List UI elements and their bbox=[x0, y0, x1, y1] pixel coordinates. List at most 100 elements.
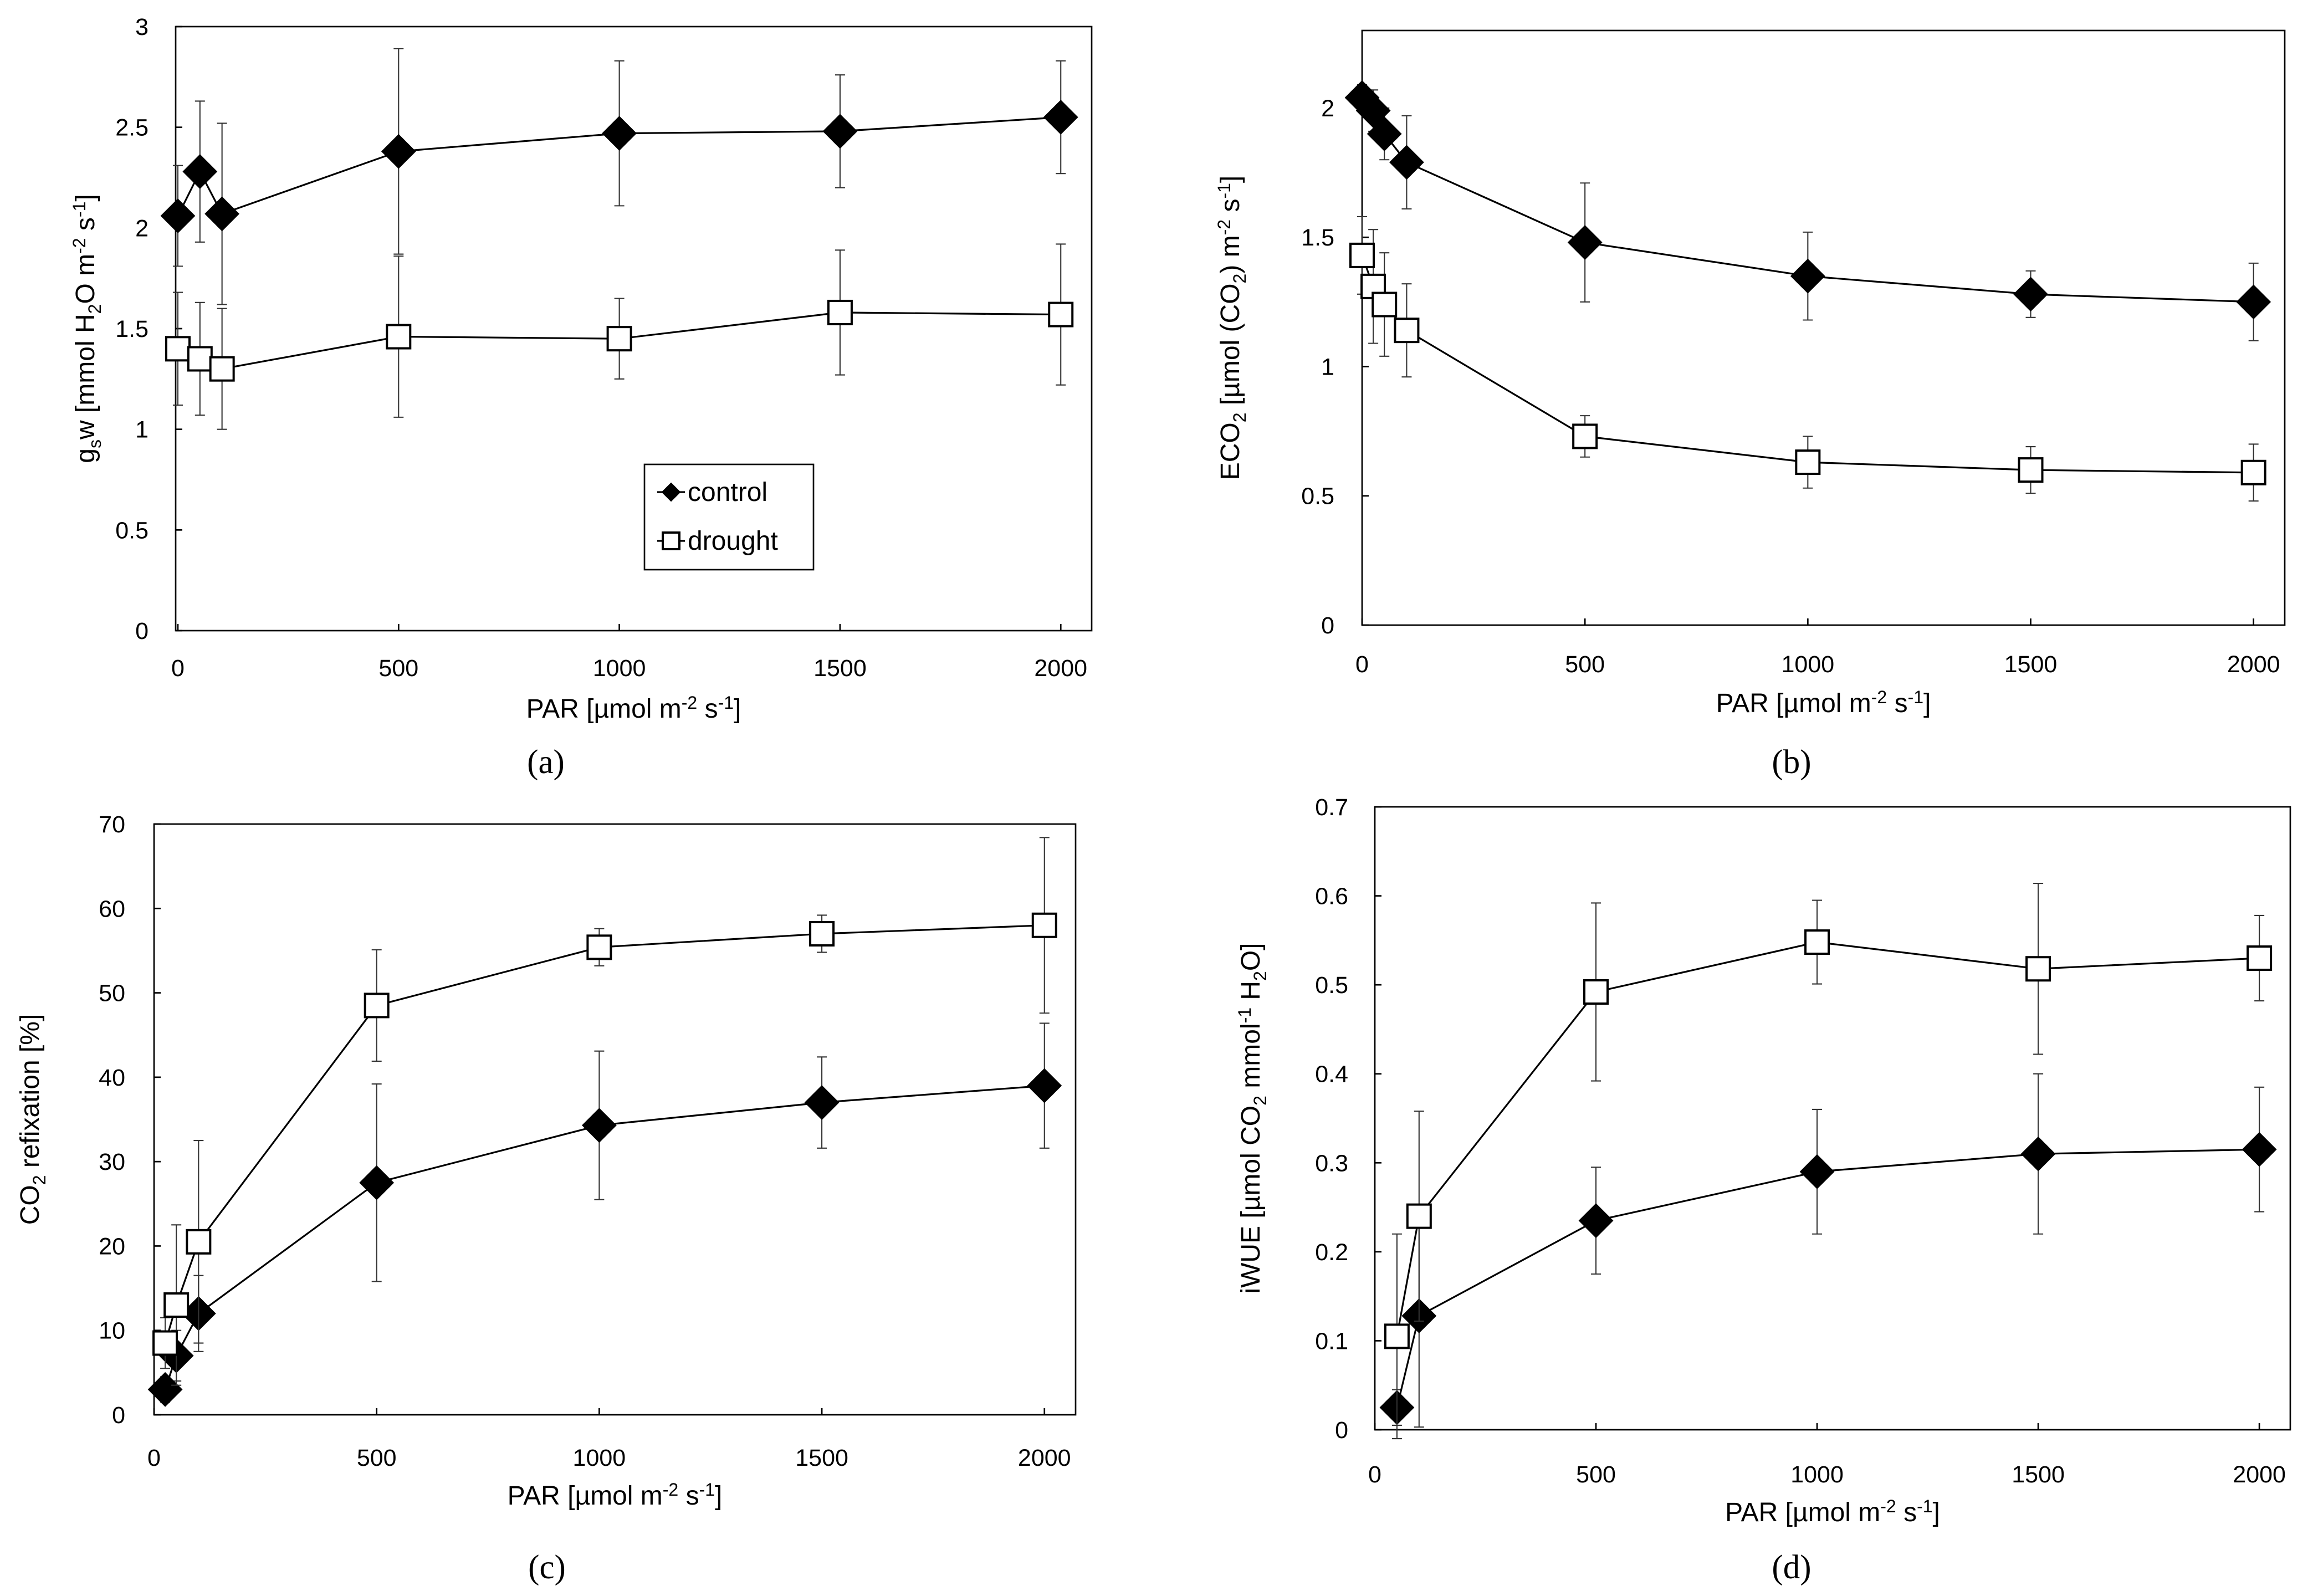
y-tick-label-a: 2.5 bbox=[115, 115, 149, 141]
series-control-d bbox=[1379, 1073, 2277, 1428]
data-point-control bbox=[2020, 1136, 2056, 1172]
series-drought-c bbox=[152, 837, 1057, 1386]
chart-panel-d: 0 0.1 0.2 0.3 0.4 0.5 0.6 0.7 0 500 1000 1500 2000 PA… bbox=[1235, 794, 2291, 1586]
data-point-drought bbox=[1394, 318, 1420, 344]
y-tick-label-d: 0.4 bbox=[1315, 1061, 1348, 1088]
data-point-control bbox=[160, 198, 196, 233]
y-tick-label-d: 0.3 bbox=[1315, 1150, 1348, 1176]
data-point-drought bbox=[586, 934, 612, 960]
data-point-drought bbox=[186, 1229, 212, 1255]
legend-marker-control bbox=[661, 482, 681, 502]
panel-label-c: (c) bbox=[528, 1549, 566, 1586]
y-tick-label-a: 2 bbox=[135, 215, 149, 242]
x-tick-label-d: 1000 bbox=[1790, 1461, 1844, 1488]
x-tick-label-a: 2000 bbox=[1034, 655, 1087, 682]
data-point-drought bbox=[1372, 291, 1398, 318]
x-tick-label-c: 500 bbox=[357, 1445, 397, 1471]
y-tick-label-c: 40 bbox=[99, 1065, 125, 1091]
series-control-c bbox=[147, 1022, 1062, 1407]
y-tick-label-d: 0.6 bbox=[1315, 883, 1348, 910]
panel-label-b: (b) bbox=[1772, 744, 1811, 781]
data-point-drought bbox=[606, 326, 632, 352]
data-point-control bbox=[1367, 116, 1402, 152]
y-axis-title-b: ECO2 [µmol (CO2) m-2 s-1] bbox=[1214, 176, 1250, 480]
y-axis-title-d: iWUE [µmol CO2 mmol-1 H2O] bbox=[1235, 943, 1270, 1293]
y-tick-label-c: 10 bbox=[99, 1318, 125, 1344]
x-axis-title-b: PAR [µmol m-2 s-1] bbox=[1716, 687, 1931, 718]
data-point-control bbox=[1790, 258, 1825, 294]
series-line-control bbox=[1396, 1148, 2260, 1408]
x-tick-label-b: 500 bbox=[1565, 651, 1605, 678]
x-tick-label-b: 1500 bbox=[2004, 651, 2058, 678]
y-tick-label-a: 0 bbox=[135, 618, 149, 644]
series-control-b bbox=[1344, 80, 2271, 341]
x-tick-label-c: 1500 bbox=[795, 1445, 848, 1471]
data-point-drought bbox=[1031, 912, 1057, 938]
x-tick-label-c: 0 bbox=[147, 1445, 161, 1471]
x-tick-label-c: 2000 bbox=[1018, 1445, 1071, 1471]
data-point-control bbox=[204, 196, 240, 232]
legend-label-control: control bbox=[688, 478, 767, 507]
x-tick-label-d: 2000 bbox=[2233, 1461, 2286, 1488]
data-point-control bbox=[359, 1165, 395, 1200]
data-point-drought bbox=[2247, 945, 2273, 971]
y-tick-label-d: 0.1 bbox=[1315, 1328, 1348, 1354]
series-drought-a bbox=[165, 243, 1074, 430]
data-point-control bbox=[381, 134, 416, 169]
chart-panel-a: 0 0.5 1 1.5 2 2.5 3 0 500 1000 1500 2000 PAR [µmol m… bbox=[69, 14, 1093, 781]
data-point-drought bbox=[187, 346, 213, 372]
data-point-drought bbox=[1583, 979, 1609, 1005]
legend: control drought bbox=[643, 463, 815, 571]
x-tick-label-a: 500 bbox=[378, 655, 418, 682]
data-point-drought bbox=[165, 336, 191, 362]
data-point-drought bbox=[809, 920, 835, 947]
x-tick-label-a: 1000 bbox=[593, 655, 646, 682]
legend-box bbox=[643, 463, 815, 571]
panel-label-d: (d) bbox=[1772, 1549, 1811, 1586]
data-point-control bbox=[1043, 100, 1078, 135]
data-point-control bbox=[581, 1108, 617, 1143]
data-point-control bbox=[182, 154, 218, 190]
data-point-drought bbox=[1795, 449, 1821, 475]
x-tick-label-a: 1500 bbox=[813, 655, 867, 682]
y-tick-label-d: 0.5 bbox=[1315, 972, 1348, 999]
series-control-a bbox=[160, 48, 1078, 305]
data-point-drought bbox=[1406, 1203, 1432, 1229]
data-point-drought bbox=[386, 324, 412, 350]
data-point-control bbox=[1389, 145, 1424, 180]
panel-label-a: (a) bbox=[527, 744, 565, 781]
series-drought-b bbox=[1349, 216, 2266, 502]
data-point-control bbox=[2013, 277, 2048, 312]
series-line-drought bbox=[1396, 941, 2260, 1337]
data-point-drought bbox=[1572, 423, 1598, 449]
data-point-drought bbox=[827, 299, 853, 325]
x-tick-label-b: 1000 bbox=[1782, 651, 1835, 678]
data-point-drought bbox=[2240, 459, 2266, 485]
y-tick-label-c: 70 bbox=[99, 811, 125, 838]
plot-area-b bbox=[1361, 29, 2286, 626]
y-tick-label-c: 30 bbox=[99, 1149, 125, 1175]
plot-area-d bbox=[1374, 806, 2291, 1431]
x-axis-title-c: PAR [µmol m-2 s-1] bbox=[508, 1480, 723, 1511]
y-tick-label-a: 3 bbox=[135, 14, 149, 40]
data-point-control bbox=[602, 116, 637, 151]
data-point-control bbox=[1578, 1203, 1614, 1239]
data-point-control bbox=[2236, 284, 2271, 320]
y-tick-label-c: 50 bbox=[99, 980, 125, 1007]
y-tick-label-b: 0 bbox=[1321, 612, 1334, 639]
y-tick-label-d: 0.7 bbox=[1315, 794, 1348, 821]
plot-area-c bbox=[153, 823, 1077, 1416]
data-point-control bbox=[804, 1085, 840, 1120]
y-tick-label-b: 2 bbox=[1321, 95, 1334, 122]
y-tick-label-a: 1.5 bbox=[115, 316, 149, 342]
x-axis-title-a: PAR [µmol m-2 s-1] bbox=[526, 693, 741, 724]
data-point-control bbox=[1027, 1068, 1062, 1103]
data-point-drought bbox=[152, 1330, 178, 1356]
y-axis-title-c: CO2 refixation [%] bbox=[16, 1014, 49, 1225]
data-point-drought bbox=[1804, 929, 1830, 955]
y-tick-label-c: 0 bbox=[112, 1402, 125, 1429]
y-tick-label-c: 20 bbox=[99, 1233, 125, 1260]
data-point-control bbox=[2242, 1132, 2277, 1167]
data-point-control bbox=[1355, 93, 1391, 129]
